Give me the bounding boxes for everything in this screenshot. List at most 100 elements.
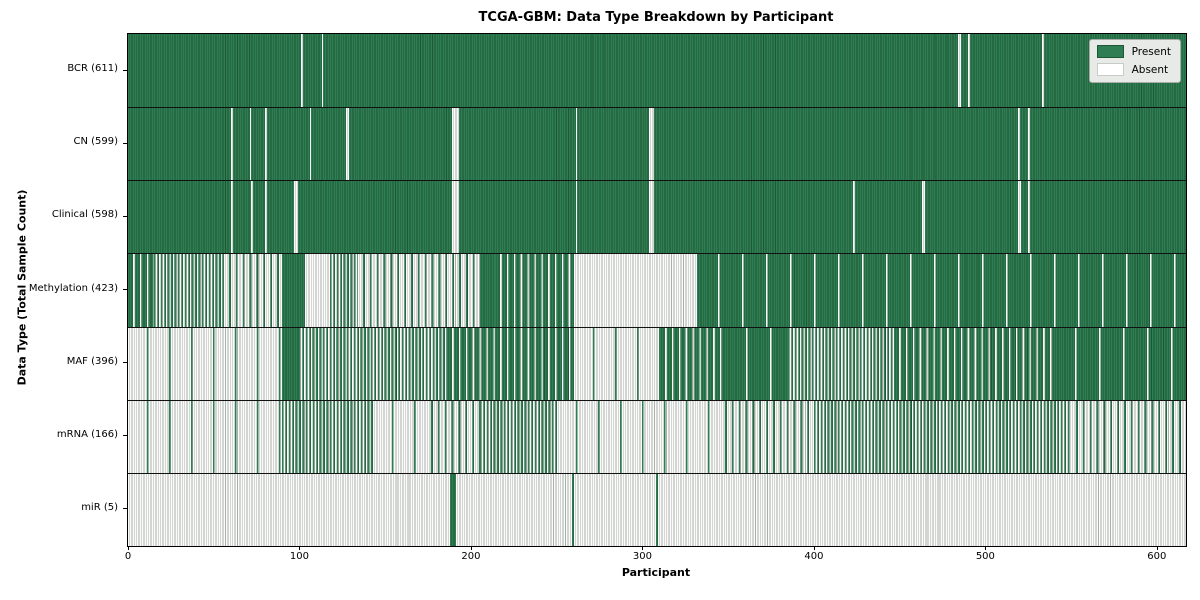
heatmap-cell-segment bbox=[299, 327, 447, 400]
heatmap-cell-segment bbox=[345, 108, 350, 181]
heatmap-cell-segment bbox=[1017, 181, 1022, 254]
heatmap-cell-segment bbox=[309, 108, 312, 181]
heatmap-cell-segment bbox=[659, 327, 725, 400]
y-tick-label: Methylation (423) bbox=[28, 282, 118, 294]
legend-swatch-present bbox=[1096, 45, 1124, 58]
heatmap-cell-segment bbox=[458, 181, 576, 254]
heatmap-row-mrna bbox=[128, 399, 1186, 473]
heatmap-cell-segment bbox=[357, 254, 480, 327]
heatmap-cell-segment bbox=[855, 181, 922, 254]
heatmap-cell-segment bbox=[969, 34, 1042, 108]
legend-label: Present bbox=[1131, 45, 1171, 58]
heatmap-cell-segment bbox=[1071, 400, 1186, 473]
heatmap-cell-segment bbox=[573, 327, 660, 400]
heatmap-cell-segment bbox=[251, 108, 266, 181]
heatmap-cell-segment bbox=[321, 34, 324, 108]
heatmap-cell-segment bbox=[330, 254, 358, 327]
heatmap-cell-segment bbox=[232, 181, 252, 254]
x-tick-mark bbox=[642, 546, 644, 550]
y-tick-label: miR (5) bbox=[81, 501, 118, 513]
heatmap-cell-segment bbox=[128, 108, 231, 181]
heatmap-cell-segment bbox=[446, 327, 574, 400]
y-tick-mark bbox=[123, 142, 127, 144]
x-tick-mark bbox=[470, 546, 472, 550]
legend: Present Absent bbox=[1088, 39, 1181, 83]
heatmap-cell-segment bbox=[452, 108, 459, 181]
heatmap-cell-segment bbox=[282, 327, 300, 400]
heatmap-cell-segment bbox=[224, 254, 283, 327]
y-tick-label: MAF (396) bbox=[66, 355, 118, 367]
legend-swatch-absent bbox=[1096, 63, 1124, 76]
x-tick-label: 400 bbox=[804, 551, 824, 562]
heatmap-cell-segment bbox=[452, 181, 459, 254]
y-tick-mark bbox=[123, 362, 127, 364]
x-tick-label: 500 bbox=[975, 551, 995, 562]
heatmap-cell-segment bbox=[455, 473, 573, 546]
heatmap-cell-segment bbox=[894, 327, 1054, 400]
x-axis-label: Participant bbox=[621, 566, 691, 579]
legend-item-present: Present bbox=[1096, 45, 1171, 58]
y-tick-mark bbox=[123, 289, 127, 290]
heatmap-row-cn bbox=[128, 107, 1186, 181]
y-tick-label: Clinical (598) bbox=[51, 209, 118, 221]
heatmap-cell-segment bbox=[153, 254, 225, 327]
heatmap-cell-segment bbox=[961, 34, 969, 108]
heatmap-cell-segment bbox=[719, 400, 814, 473]
heatmap-cell-segment bbox=[813, 400, 1072, 473]
heatmap-cell-segment bbox=[724, 327, 789, 400]
heatmap-cell-segment bbox=[657, 473, 1186, 546]
y-tick-mark bbox=[123, 435, 127, 437]
heatmap-plot-area: Present Absent bbox=[127, 33, 1187, 547]
heatmap-cell-segment bbox=[575, 181, 578, 254]
heatmap-cell-segment bbox=[1029, 181, 1186, 254]
heatmap-cell-segment bbox=[128, 254, 154, 327]
heatmap-cell-segment bbox=[323, 34, 958, 108]
heatmap-cell-segment bbox=[697, 254, 1186, 327]
heatmap-cell-segment bbox=[251, 181, 254, 254]
heatmap-cell-segment bbox=[1029, 108, 1186, 181]
heatmap-cell-segment bbox=[230, 181, 233, 254]
x-tick-label: 300 bbox=[632, 551, 652, 562]
x-tick-mark bbox=[1156, 546, 1158, 550]
heatmap-cell-segment bbox=[249, 108, 252, 181]
heatmap-cell-segment bbox=[232, 108, 250, 181]
heatmap-cell-segment bbox=[128, 400, 283, 473]
heatmap-cell-segment bbox=[128, 34, 302, 108]
x-tick-mark bbox=[985, 546, 987, 550]
y-tick-mark bbox=[123, 69, 127, 71]
x-tick-label: 600 bbox=[1147, 551, 1167, 562]
heatmap-cell-segment bbox=[1028, 181, 1030, 254]
heatmap-cell-segment bbox=[282, 254, 305, 327]
heatmap-cell-segment bbox=[266, 181, 295, 254]
heatmap-cell-segment bbox=[1053, 327, 1186, 400]
y-tick-label: CN (599) bbox=[73, 136, 118, 148]
heatmap-cell-segment bbox=[450, 473, 456, 546]
heatmap-cell-segment bbox=[479, 254, 495, 327]
x-tick-label: 100 bbox=[289, 551, 310, 562]
legend-label: Absent bbox=[1131, 63, 1169, 76]
heatmap-cell-segment bbox=[230, 108, 233, 181]
heatmap-row-maf bbox=[128, 326, 1186, 400]
heatmap-cell-segment bbox=[294, 181, 298, 254]
heatmap-cell-segment bbox=[575, 108, 578, 181]
heatmap-cell-segment bbox=[426, 400, 480, 473]
y-tick-label: mRNA (166) bbox=[56, 428, 118, 440]
heatmap-row-methylation bbox=[128, 253, 1186, 327]
heatmap-row-clinical bbox=[128, 180, 1186, 254]
heatmap-cell-segment bbox=[556, 400, 720, 473]
heatmap-cell-segment bbox=[577, 108, 650, 181]
heatmap-cell-segment bbox=[649, 108, 655, 181]
heatmap-cell-segment bbox=[349, 108, 453, 181]
heatmap-cell-segment bbox=[573, 473, 657, 546]
heatmap-cell-segment bbox=[1017, 108, 1020, 181]
heatmap-cell-segment bbox=[128, 473, 451, 546]
heatmap-cell-segment bbox=[479, 400, 557, 473]
legend-item-absent: Absent bbox=[1096, 63, 1171, 76]
x-tick-label: 0 bbox=[124, 551, 132, 562]
heatmap-cell-segment bbox=[957, 34, 962, 108]
heatmap-cell-segment bbox=[572, 473, 574, 546]
heatmap-cell-segment bbox=[1041, 34, 1044, 108]
heatmap-cell-segment bbox=[311, 108, 346, 181]
heatmap-cell-segment bbox=[282, 400, 374, 473]
